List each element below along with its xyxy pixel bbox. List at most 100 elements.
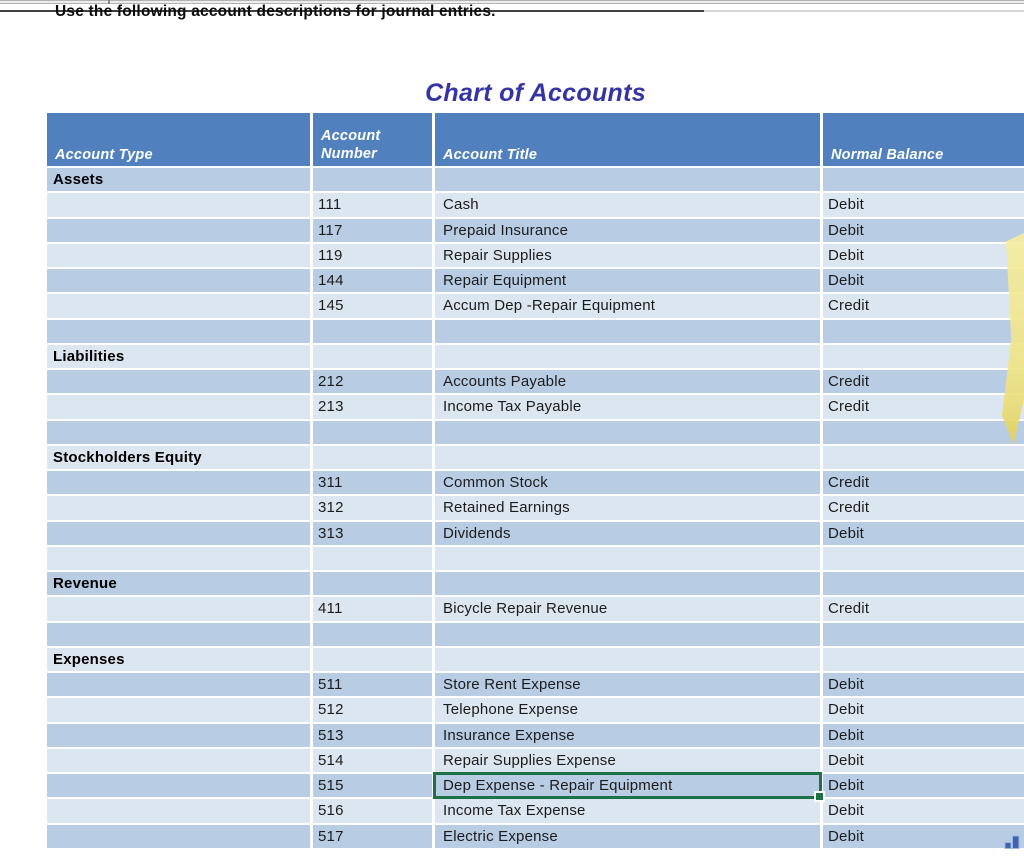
cell-account-number[interactable]: 144 [313,269,432,293]
cell-normal-balance[interactable]: Debit [823,521,1024,545]
cell-account-number[interactable]: 312 [313,496,432,520]
cell-account-number[interactable]: 117 [313,218,432,242]
cell-account-title[interactable] [435,344,820,368]
cell-account-number[interactable] [313,546,432,570]
cell-account-title[interactable]: Income Tax Payable [435,395,820,419]
cell-account-type[interactable] [47,748,310,772]
cell-account-title[interactable]: Common Stock [435,471,820,495]
cell-normal-balance[interactable]: Debit [823,698,1024,722]
cell-normal-balance[interactable]: Debit [823,824,1024,848]
cell-account-number[interactable] [313,319,432,343]
cell-account-number[interactable] [313,420,432,444]
cell-account-title[interactable] [435,445,820,469]
cell-normal-balance[interactable] [823,546,1024,570]
cell-normal-balance[interactable]: Debit [823,799,1024,823]
fill-handle[interactable] [814,791,825,803]
cell-account-number[interactable]: 513 [313,723,432,747]
cell-account-type[interactable] [47,193,310,217]
cell-normal-balance[interactable] [823,168,1024,192]
cell-account-type[interactable]: Liabilities [47,344,310,368]
cell-account-number[interactable] [313,445,432,469]
cell-account-type[interactable] [47,799,310,823]
cell-account-type[interactable] [47,774,310,798]
cell-normal-balance[interactable]: Debit [823,748,1024,772]
column-header-account-title[interactable]: Account Title [435,113,820,166]
cell-account-number[interactable]: 145 [313,294,432,318]
cell-account-title[interactable]: Accum Dep -Repair Equipment [435,294,820,318]
cell-account-number[interactable]: 512 [313,698,432,722]
cell-account-type[interactable]: Revenue [47,572,310,596]
cell-account-number[interactable] [313,622,432,646]
cell-normal-balance[interactable] [823,622,1024,646]
cell-account-title[interactable]: Telephone Expense [435,698,820,722]
cell-account-title[interactable]: Insurance Expense [435,723,820,747]
cell-account-title[interactable]: Income Tax Expense [435,799,820,823]
cell-account-number[interactable]: 516 [313,799,432,823]
cell-account-type[interactable] [47,622,310,646]
column-header-account-number[interactable]: Account Number [313,113,432,166]
cell-account-type[interactable] [47,723,310,747]
cell-account-type[interactable] [47,546,310,570]
cell-account-title[interactable] [435,546,820,570]
cell-account-number[interactable] [313,572,432,596]
cell-account-type[interactable] [47,294,310,318]
cell-account-title[interactable]: Store Rent Expense [435,673,820,697]
cell-account-type[interactable] [47,521,310,545]
cell-account-title[interactable] [435,168,820,192]
cell-normal-balance[interactable]: Debit [823,218,1024,242]
cell-account-type[interactable] [47,218,310,242]
cell-normal-balance[interactable] [823,445,1024,469]
cell-account-number[interactable]: 411 [313,597,432,621]
cell-account-number[interactable]: 517 [313,824,432,848]
cell-account-type[interactable] [47,319,310,343]
cell-account-type[interactable] [47,370,310,394]
cell-account-title[interactable]: Retained Earnings [435,496,820,520]
cell-normal-balance[interactable] [823,572,1024,596]
cell-account-number[interactable]: 515 [313,774,432,798]
cell-normal-balance[interactable]: Debit [823,774,1024,798]
cell-account-type[interactable] [47,420,310,444]
column-header-account-type[interactable]: Account Type [47,113,310,166]
column-header-normal-balance[interactable]: Normal Balance [823,113,1024,166]
cell-normal-balance[interactable]: Debit [823,723,1024,747]
cell-account-type[interactable] [47,824,310,848]
cell-account-number[interactable]: 311 [313,471,432,495]
cell-normal-balance[interactable]: Debit [823,673,1024,697]
cell-normal-balance[interactable]: Debit [823,243,1024,267]
cell-account-type[interactable]: Expenses [47,647,310,671]
cell-normal-balance[interactable]: Credit [823,370,1024,394]
cell-account-type[interactable] [47,471,310,495]
cell-account-number[interactable]: 511 [313,673,432,697]
cell-account-title[interactable]: Bicycle Repair Revenue [435,597,820,621]
cell-account-title[interactable]: Cash [435,193,820,217]
cell-account-type[interactable] [47,597,310,621]
cell-account-title[interactable]: Prepaid Insurance [435,218,820,242]
cell-account-title[interactable] [435,420,820,444]
cell-normal-balance[interactable] [823,319,1024,343]
cell-account-title[interactable]: Repair Supplies Expense [435,748,820,772]
cell-normal-balance[interactable]: Debit [823,193,1024,217]
cell-normal-balance[interactable]: Credit [823,294,1024,318]
cell-normal-balance[interactable]: Debit [823,269,1024,293]
cell-normal-balance[interactable]: Credit [823,597,1024,621]
cell-account-number[interactable]: 212 [313,370,432,394]
cell-account-title[interactable] [435,622,820,646]
cell-account-number[interactable]: 213 [313,395,432,419]
cell-account-type[interactable] [47,269,310,293]
cell-account-title[interactable]: Dividends [435,521,820,545]
cell-normal-balance[interactable] [823,344,1024,368]
cell-account-number[interactable]: 313 [313,521,432,545]
cell-account-number[interactable] [313,344,432,368]
cell-account-number[interactable]: 111 [313,193,432,217]
cell-account-title[interactable] [435,647,820,671]
cell-account-number[interactable]: 119 [313,243,432,267]
cell-account-type[interactable] [47,243,310,267]
cell-normal-balance[interactable] [823,420,1024,444]
cell-normal-balance[interactable] [823,647,1024,671]
cell-account-number[interactable] [313,647,432,671]
cell-account-title[interactable]: Accounts Payable [435,370,820,394]
cell-normal-balance[interactable]: Credit [823,395,1024,419]
cell-normal-balance[interactable]: Credit [823,496,1024,520]
cell-account-title[interactable]: Repair Equipment [435,269,820,293]
cell-account-type[interactable] [47,395,310,419]
